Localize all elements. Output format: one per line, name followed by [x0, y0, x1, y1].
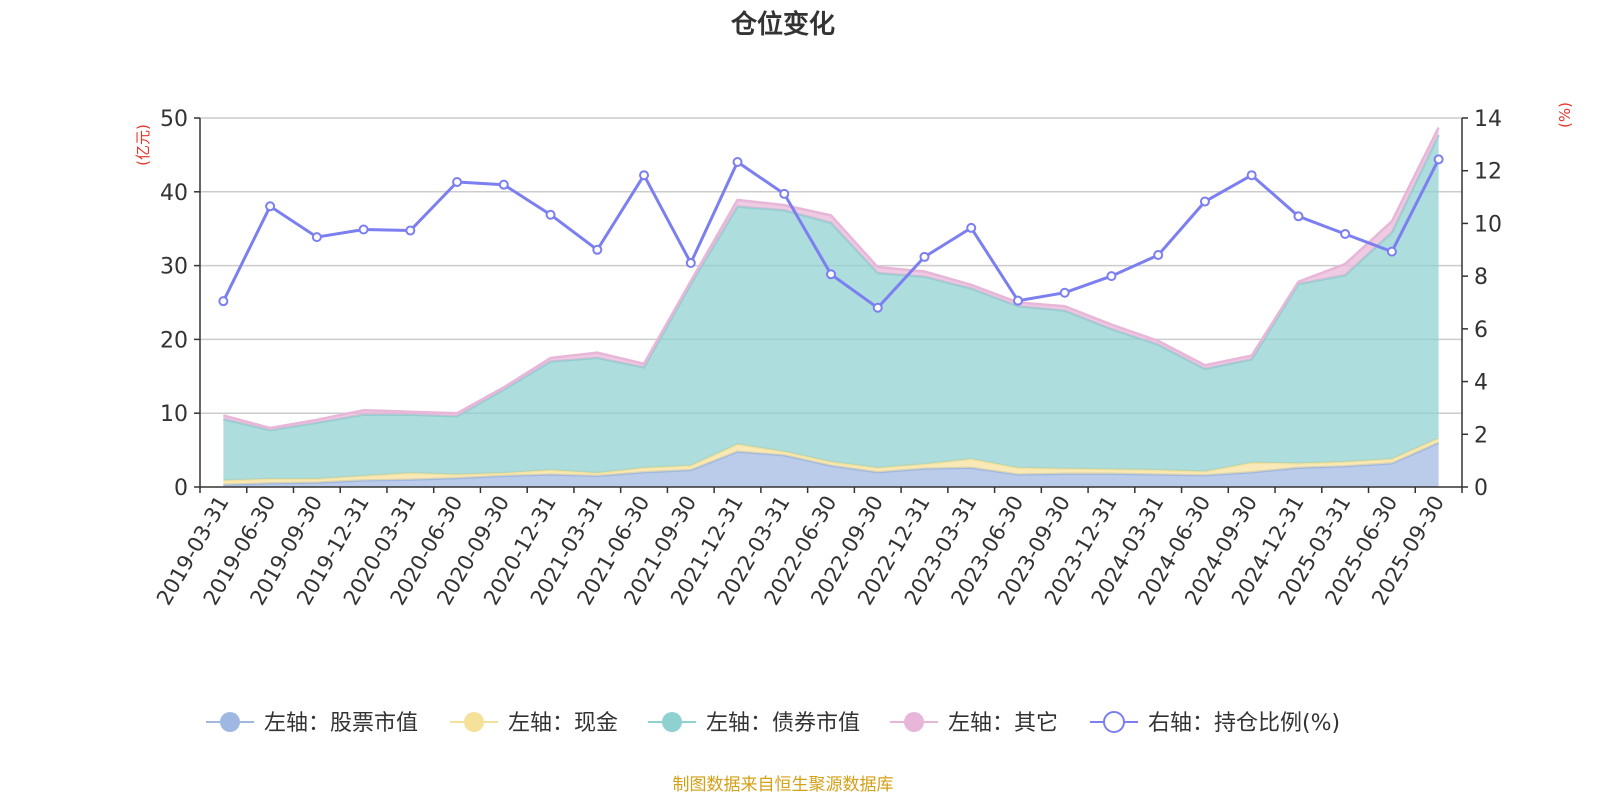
ratio-point — [1293, 211, 1304, 222]
chart-title: 仓位变化 — [730, 9, 835, 40]
area-series-2 — [223, 438, 1439, 485]
right-tick-label: 0 — [1474, 476, 1488, 501]
ratio-point — [311, 232, 322, 243]
legend-label: 左轴：股票市值 — [264, 711, 418, 736]
ratio-point — [405, 225, 416, 236]
ratio-point — [1059, 287, 1070, 298]
legend-label: 左轴：其它 — [948, 711, 1058, 736]
ratio-point — [498, 179, 509, 190]
area-edge-4 — [223, 127, 1440, 430]
ratio-point — [1012, 295, 1023, 306]
right-tick-label: 8 — [1474, 265, 1488, 290]
left-tick-label: 20 — [160, 328, 188, 353]
legend-item-3[interactable]: 左轴：债券市值 — [648, 711, 860, 736]
legend-dot-icon — [662, 712, 682, 732]
ratio-point — [966, 222, 977, 233]
right-tick-label: 14 — [1474, 107, 1502, 132]
ratio-point — [779, 188, 790, 199]
legend-item-1[interactable]: 左轴：股票市值 — [206, 711, 418, 736]
ratio-point — [732, 157, 743, 168]
right-tick-label: 2 — [1474, 423, 1488, 448]
source-note: 制图数据来自恒生聚源数据库 — [673, 775, 894, 795]
ratio-point — [592, 244, 603, 255]
ratio-point — [1246, 170, 1257, 181]
legend-dot-icon — [220, 712, 240, 732]
legend[interactable]: 左轴：股票市值 左轴：现金 左轴：债券市值 左轴：其它 右轴：持仓比例(%) — [206, 711, 1340, 736]
legend-item-4[interactable]: 左轴：其它 — [890, 711, 1058, 736]
ratio-point — [1433, 154, 1444, 165]
ratio-point — [358, 224, 369, 235]
ratio-point — [1340, 228, 1351, 239]
ratio-point — [1106, 271, 1117, 282]
legend-dot-icon — [904, 712, 924, 732]
legend-label: 左轴：债券市值 — [706, 711, 860, 736]
left-tick-label: 30 — [160, 255, 188, 280]
legend-circle-icon — [1103, 711, 1125, 733]
legend-label: 左轴：现金 — [508, 711, 618, 736]
right-axis-unit: (%) — [1556, 102, 1574, 128]
ratio-point — [265, 201, 276, 212]
right-tick-label: 4 — [1474, 371, 1488, 396]
left-tick-label: 40 — [160, 181, 188, 206]
legend-label: 右轴：持仓比例(%) — [1148, 711, 1340, 736]
ratio-point — [872, 302, 883, 313]
area-series-3 — [223, 135, 1439, 481]
ratio-point — [1386, 246, 1397, 257]
left-tick-label: 0 — [174, 476, 188, 501]
ratio-point — [826, 269, 836, 280]
ratio-point — [452, 177, 463, 188]
ratio-point — [639, 170, 650, 181]
right-tick-label: 10 — [1474, 212, 1502, 237]
ratio-point — [218, 296, 229, 307]
ratio-point — [545, 209, 556, 220]
left-tick-label: 50 — [160, 107, 188, 132]
legend-item-2[interactable]: 左轴：现金 — [450, 711, 618, 736]
ratio-point — [685, 257, 696, 268]
right-tick-label: 12 — [1474, 160, 1502, 185]
ratio-point — [1199, 196, 1210, 207]
ratio-line — [218, 154, 1444, 313]
legend-dot-icon — [464, 712, 484, 732]
stacked-areas — [223, 127, 1440, 487]
left-tick-label: 10 — [160, 402, 188, 427]
ratio-point — [1153, 250, 1164, 261]
left-axis-unit: (亿元) — [134, 124, 152, 166]
ratio-point — [919, 251, 930, 262]
legend-item-5[interactable]: 右轴：持仓比例(%) — [1090, 711, 1340, 736]
right-tick-label: 6 — [1474, 318, 1488, 343]
